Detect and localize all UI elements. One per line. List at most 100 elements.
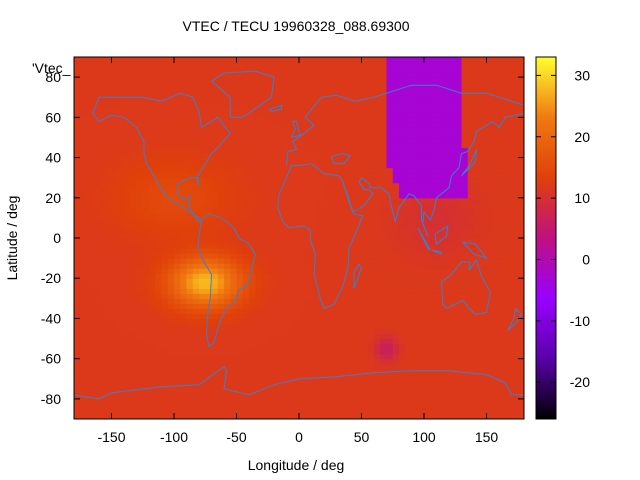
heatmap-cell [74, 172, 81, 179]
heatmap-cell [492, 243, 500, 249]
heatmap-cell [336, 197, 344, 204]
heatmap-cell [155, 92, 163, 98]
heatmap-cell [386, 102, 394, 108]
heatmap-cell [255, 182, 263, 189]
heatmap-cell [217, 142, 225, 149]
heatmap-cell [299, 232, 306, 239]
heatmap-cell [155, 373, 163, 380]
heatmap-cell [374, 207, 381, 214]
heatmap-cell [499, 253, 506, 259]
heatmap-cell [380, 258, 388, 264]
heatmap-cell [442, 288, 450, 294]
heatmap-cell [461, 243, 469, 249]
heatmap-cell [386, 273, 394, 279]
heatmap-cell [117, 278, 125, 284]
heatmap-cell [442, 343, 450, 350]
heatmap-cell [136, 303, 144, 309]
heatmap-cell [442, 142, 450, 149]
heatmap-cell [467, 278, 475, 284]
heatmap-cell [280, 273, 288, 279]
heatmap-cell [261, 353, 269, 360]
heatmap-cell [499, 137, 506, 144]
heatmap-cell [486, 222, 494, 229]
heatmap-cell [149, 263, 156, 269]
heatmap-cell [367, 273, 375, 279]
heatmap-cell [417, 177, 425, 184]
heatmap-cell [367, 217, 375, 224]
heatmap-cell [311, 413, 319, 419]
heatmap-cell [274, 323, 281, 330]
heatmap-cell [174, 172, 181, 179]
heatmap-cell [111, 338, 119, 345]
heatmap-cell [449, 273, 456, 279]
heatmap-cell [392, 162, 400, 169]
heatmap-cell [199, 82, 206, 88]
heatmap-cell [480, 87, 488, 93]
heatmap-cell [492, 278, 500, 284]
heatmap-cell [305, 298, 313, 304]
heatmap-cell [255, 112, 263, 118]
heatmap-cell [217, 388, 225, 395]
heatmap-cell [142, 132, 150, 139]
heatmap-cell [274, 102, 281, 108]
heatmap-cell [492, 388, 500, 395]
heatmap-cell [480, 308, 488, 315]
heatmap-cell [167, 408, 175, 415]
heatmap-cell [317, 137, 325, 144]
heatmap-cell [392, 77, 400, 83]
heatmap-cell [442, 62, 450, 68]
heatmap-cell [311, 408, 319, 415]
heatmap-cell [349, 343, 356, 350]
heatmap-cell [436, 127, 444, 134]
heatmap-cell [236, 243, 244, 249]
heatmap-cell [236, 263, 244, 269]
heatmap-cell [92, 388, 100, 395]
heatmap-cell [124, 328, 131, 335]
heatmap-cell [380, 112, 388, 118]
heatmap-cell [161, 177, 169, 184]
heatmap-cell [230, 403, 238, 410]
heatmap-cell [324, 278, 331, 284]
heatmap-cell [224, 323, 231, 330]
heatmap-cell [117, 313, 125, 320]
heatmap-cell [230, 273, 238, 279]
heatmap-cell [192, 348, 200, 355]
heatmap-cell [480, 62, 488, 68]
heatmap-cell [499, 122, 506, 128]
heatmap-cell [267, 112, 275, 118]
heatmap-cell [461, 393, 469, 400]
heatmap-cell [192, 87, 200, 93]
heatmap-cell [274, 348, 281, 355]
heatmap-cell [192, 162, 200, 169]
heatmap-cell [155, 363, 163, 370]
heatmap-cell [405, 57, 413, 63]
heatmap-cell [80, 232, 88, 239]
heatmap-cell [417, 62, 425, 68]
heatmap-cell [155, 102, 163, 108]
heatmap-cell [442, 57, 450, 63]
heatmap-cell [417, 368, 425, 375]
heatmap-cell [392, 57, 400, 63]
heatmap-cell [374, 318, 381, 325]
heatmap-cell [130, 238, 138, 244]
heatmap-cell [242, 408, 250, 415]
heatmap-cell [124, 142, 131, 149]
heatmap-cell [349, 338, 356, 345]
heatmap-cell [367, 122, 375, 128]
heatmap-cell [499, 202, 506, 209]
heatmap-cell [74, 243, 81, 249]
heatmap-cell [205, 258, 213, 264]
heatmap-cell [205, 167, 213, 174]
heatmap-cell [192, 167, 200, 174]
heatmap-cell [499, 278, 506, 284]
heatmap-cell [111, 293, 119, 299]
heatmap-cell [492, 293, 500, 299]
heatmap-cell [211, 328, 219, 335]
heatmap-cell [292, 57, 300, 63]
heatmap-cell [436, 137, 444, 144]
heatmap-cell [342, 107, 350, 113]
heatmap-cell [474, 182, 481, 189]
heatmap-cell [174, 368, 181, 375]
heatmap-cell [480, 283, 488, 289]
heatmap-cell [405, 142, 413, 149]
